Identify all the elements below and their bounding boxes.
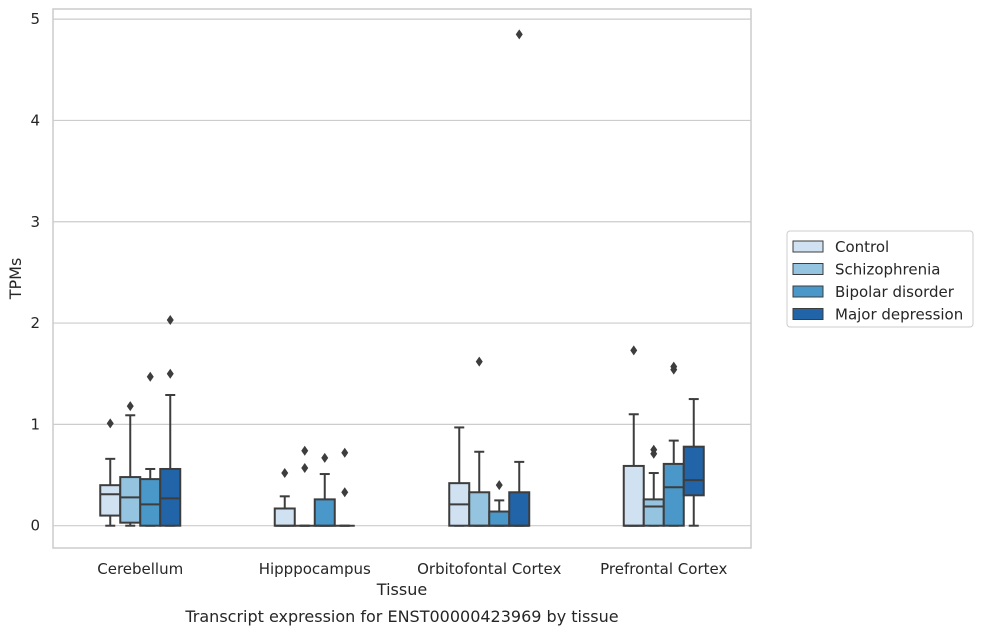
outlier-point xyxy=(495,480,503,491)
legend-entry-label: Major depression xyxy=(835,306,963,324)
box-group xyxy=(139,371,162,527)
box xyxy=(159,467,182,527)
y-tick-label: 3 xyxy=(30,213,40,231)
outlier-point xyxy=(475,356,483,367)
box xyxy=(622,464,645,527)
box-group xyxy=(334,447,355,527)
box-group xyxy=(468,356,491,527)
legend-swatch xyxy=(792,285,824,298)
box-group xyxy=(642,444,665,527)
outlier-point xyxy=(281,468,289,479)
x-tick-label: Cerebellum xyxy=(97,560,183,578)
outlier-point xyxy=(146,371,154,382)
box-group xyxy=(313,452,336,527)
box-group xyxy=(99,418,122,527)
x-tick-label: Prefrontal Cortex xyxy=(600,560,727,578)
chart-caption: Transcript expression for ENST0000042396… xyxy=(184,607,618,626)
legend-frame xyxy=(786,230,974,328)
box xyxy=(488,510,511,527)
outlier-point xyxy=(341,447,349,458)
outlier-point xyxy=(650,444,658,455)
boxes xyxy=(99,29,705,527)
outlier-point xyxy=(166,315,174,326)
outlier-point xyxy=(321,452,329,463)
y-tick-label: 2 xyxy=(30,314,40,332)
outlier-point xyxy=(126,401,134,412)
legend-entry-label: Schizophrenia xyxy=(835,261,940,279)
outlier-point xyxy=(301,445,309,456)
box xyxy=(642,498,665,527)
box-group xyxy=(119,401,142,527)
legend-swatch xyxy=(792,308,824,320)
box xyxy=(662,462,685,527)
y-tick-labels: 0 1 2 3 4 5 xyxy=(30,10,40,535)
plot-frame xyxy=(52,8,752,549)
outlier-point xyxy=(301,462,309,473)
x-tick-labels: Cerebellum Hipppocampus Orbitofontal Corte… xyxy=(97,560,727,578)
outlier-point xyxy=(166,368,174,379)
legend-entry-label: Control xyxy=(835,238,889,256)
outlier-point xyxy=(341,487,349,498)
box xyxy=(468,491,491,527)
y-tick-label: 0 xyxy=(30,517,40,535)
legend-swatch xyxy=(792,263,824,275)
outlier-point xyxy=(106,418,114,429)
y-axis-label: TPMs xyxy=(6,258,25,301)
box-group xyxy=(159,315,182,527)
box-group xyxy=(622,345,645,527)
box xyxy=(139,478,162,527)
box-group xyxy=(682,398,705,527)
box xyxy=(119,476,142,524)
outlier-point xyxy=(630,345,638,356)
y-tick-label: 1 xyxy=(30,415,40,433)
box xyxy=(99,484,122,517)
plot-area xyxy=(53,9,751,548)
box xyxy=(508,491,531,527)
box xyxy=(682,445,705,497)
outlier-point xyxy=(515,29,523,40)
box-group xyxy=(273,468,296,527)
outlier-point xyxy=(670,361,678,372)
legend-entry-label: Bipolar disorder xyxy=(835,283,955,301)
x-axis-label: Tissue xyxy=(376,580,427,599)
box-group xyxy=(294,445,315,527)
box xyxy=(273,507,296,527)
x-tick-label: Hipppocampus xyxy=(259,560,371,578)
x-tick-label: Orbitofontal Cortex xyxy=(417,560,561,578)
y-tick-label: 4 xyxy=(30,111,40,129)
box-group xyxy=(508,29,531,527)
legend: Control Schizophrenia Bipolar disorder Majo… xyxy=(786,230,974,328)
y-tick-label: 5 xyxy=(30,10,40,28)
legend-swatch xyxy=(792,240,824,253)
box xyxy=(313,498,336,527)
